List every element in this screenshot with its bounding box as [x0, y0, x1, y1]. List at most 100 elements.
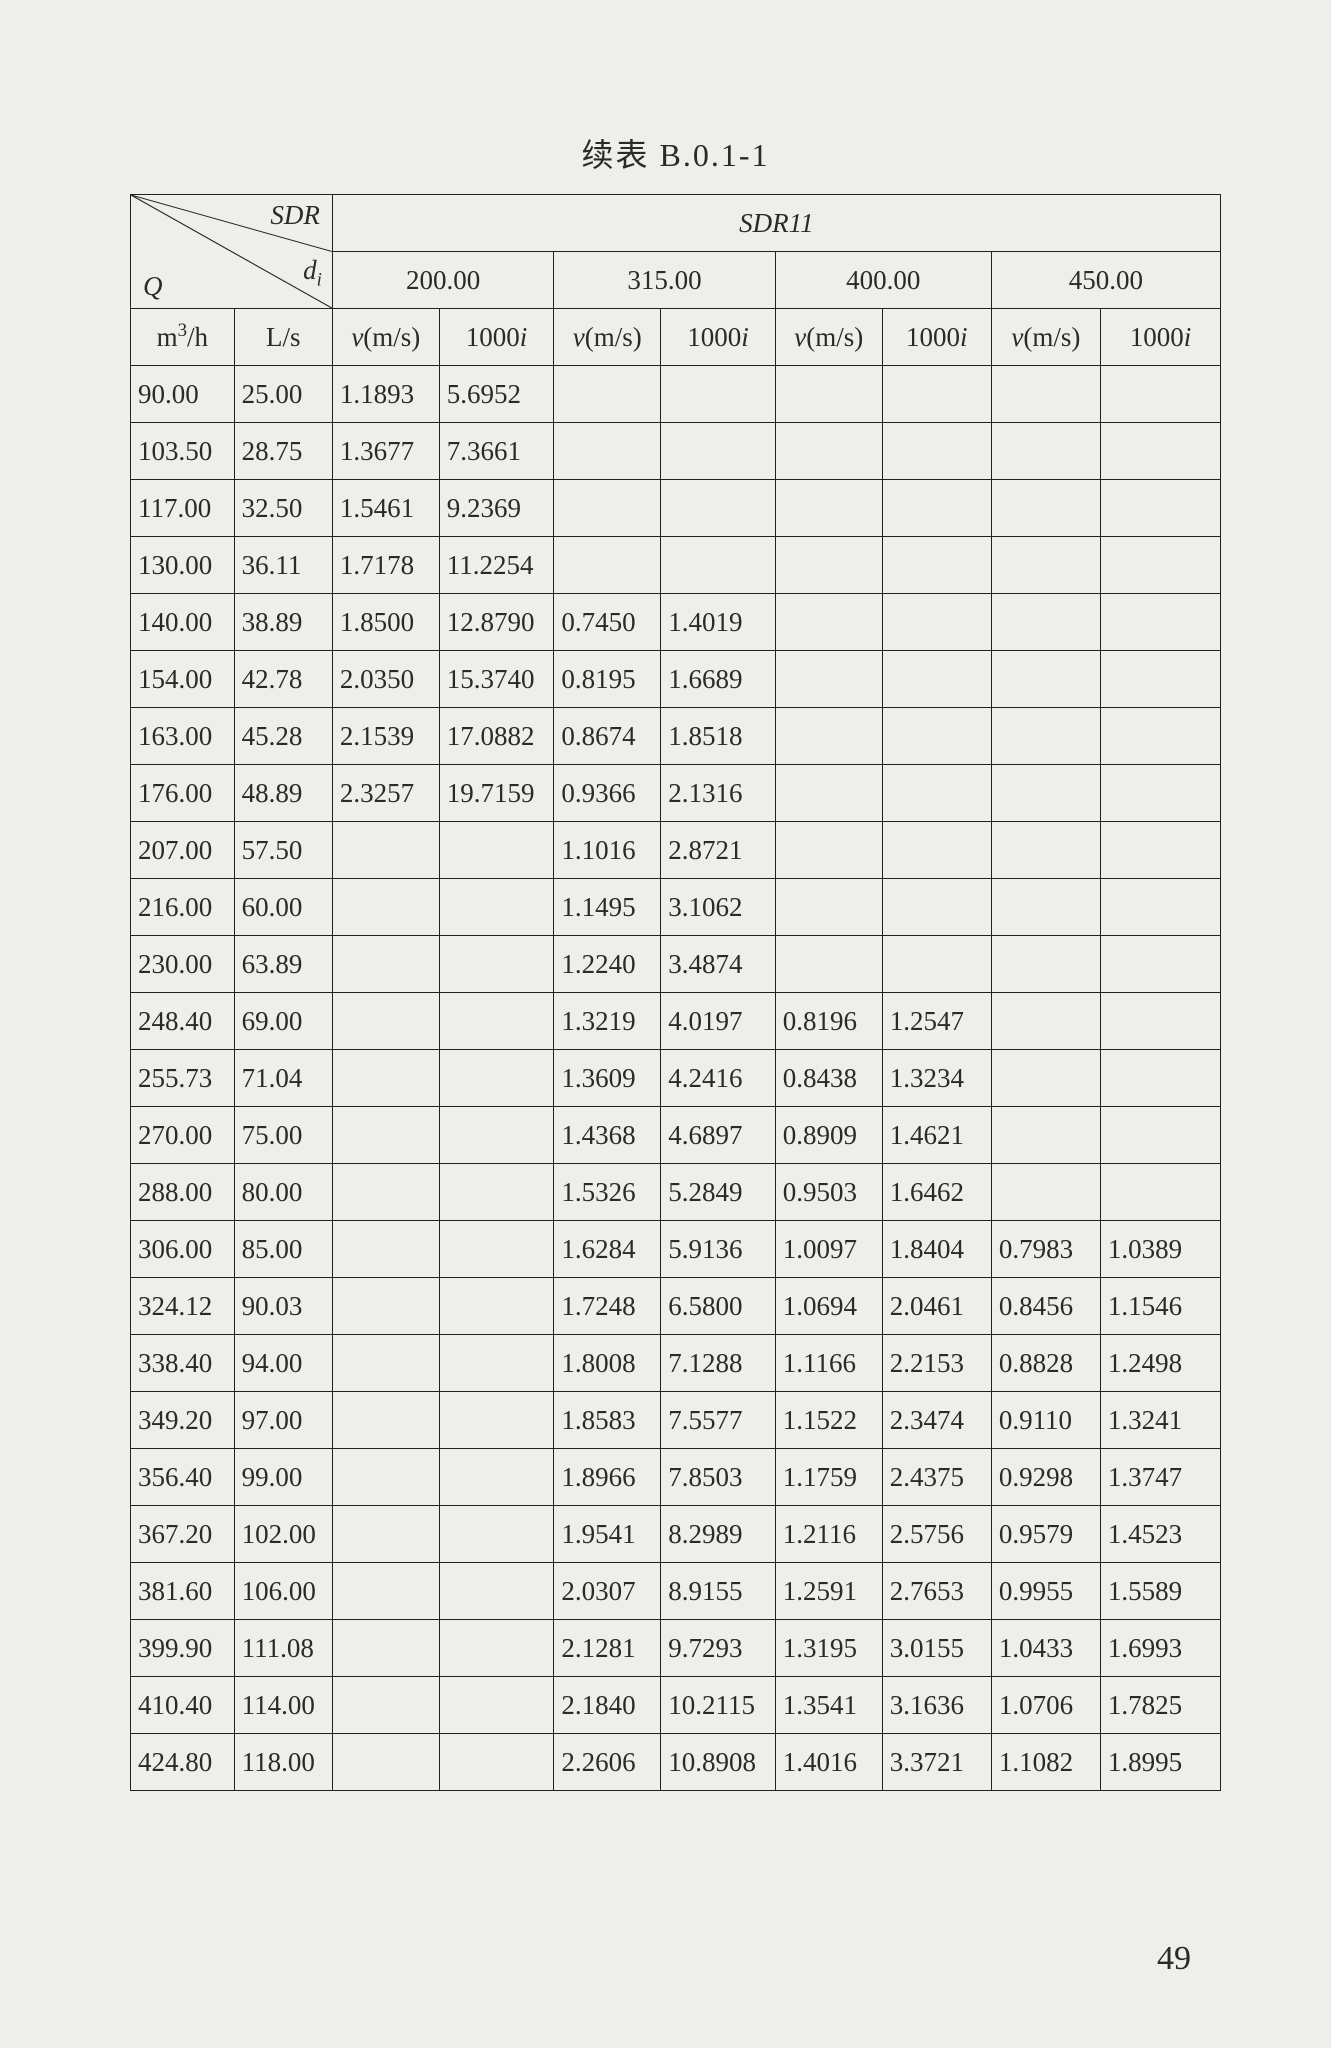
table-cell: 2.1539 — [332, 708, 439, 765]
table-cell: 1.7825 — [1100, 1677, 1220, 1734]
table-cell — [439, 1335, 554, 1392]
table-row: 306.0085.001.62845.91361.00971.84040.798… — [131, 1221, 1221, 1278]
table-cell: 1.0389 — [1100, 1221, 1220, 1278]
table-cell: 17.0882 — [439, 708, 554, 765]
col-v-400: v(m/s) — [775, 309, 882, 366]
table-cell: 1.9541 — [554, 1506, 661, 1563]
table-row: 154.0042.782.035015.37400.81951.6689 — [131, 651, 1221, 708]
table-cell: 1.6689 — [661, 651, 776, 708]
table-row: 349.2097.001.85837.55771.15222.34740.911… — [131, 1392, 1221, 1449]
table-cell — [332, 1677, 439, 1734]
table-cell: 111.08 — [234, 1620, 332, 1677]
col-i-200: 1000i — [439, 309, 554, 366]
table-cell — [1100, 537, 1220, 594]
table-cell: 45.28 — [234, 708, 332, 765]
table-cell: 0.7983 — [991, 1221, 1100, 1278]
table-cell: 1.8995 — [1100, 1734, 1220, 1791]
table-cell: 10.8908 — [661, 1734, 776, 1791]
table-cell — [775, 594, 882, 651]
table-cell: 1.8518 — [661, 708, 776, 765]
table-cell — [439, 1392, 554, 1449]
table-cell — [332, 1734, 439, 1791]
table-cell — [332, 879, 439, 936]
table-cell: 1.2591 — [775, 1563, 882, 1620]
table-cell — [991, 708, 1100, 765]
table-cell: 0.8828 — [991, 1335, 1100, 1392]
table-cell — [661, 366, 776, 423]
table-cell: 48.89 — [234, 765, 332, 822]
table-cell: 94.00 — [234, 1335, 332, 1392]
hydraulic-table: SDR di Q SDR11 200.00 315.00 400.00 450.… — [130, 194, 1221, 1791]
dia-200: 200.00 — [332, 252, 553, 309]
table-cell: 57.50 — [234, 822, 332, 879]
table-cell: 1.8500 — [332, 594, 439, 651]
table-row: 367.20102.001.95418.29891.21162.57560.95… — [131, 1506, 1221, 1563]
table-cell: 0.9110 — [991, 1392, 1100, 1449]
table-cell — [991, 936, 1100, 993]
table-cell — [1100, 822, 1220, 879]
table-cell: 381.60 — [131, 1563, 235, 1620]
table-cell — [991, 423, 1100, 480]
table-cell — [1100, 993, 1220, 1050]
table-cell — [991, 879, 1100, 936]
table-cell — [439, 1050, 554, 1107]
table-cell: 1.0706 — [991, 1677, 1100, 1734]
table-cell: 2.2606 — [554, 1734, 661, 1791]
table-cell — [554, 423, 661, 480]
table-cell — [775, 480, 882, 537]
table-cell — [882, 708, 991, 765]
table-cell — [439, 1563, 554, 1620]
table-cell: 90.03 — [234, 1278, 332, 1335]
table-cell: 25.00 — [234, 366, 332, 423]
table-cell: 0.8909 — [775, 1107, 882, 1164]
table-cell: 2.0461 — [882, 1278, 991, 1335]
table-cell: 0.8438 — [775, 1050, 882, 1107]
table-cell — [332, 1392, 439, 1449]
table-cell: 1.7248 — [554, 1278, 661, 1335]
table-cell: 1.1082 — [991, 1734, 1100, 1791]
table-cell: 0.9366 — [554, 765, 661, 822]
table-cell — [439, 936, 554, 993]
table-cell: 1.2116 — [775, 1506, 882, 1563]
table-row: 230.0063.891.22403.4874 — [131, 936, 1221, 993]
table-cell — [554, 366, 661, 423]
table-cell: 356.40 — [131, 1449, 235, 1506]
table-cell — [882, 936, 991, 993]
table-cell — [439, 1164, 554, 1221]
table-cell: 1.4016 — [775, 1734, 882, 1791]
table-cell: 1.4523 — [1100, 1506, 1220, 1563]
table-cell: 1.1893 — [332, 366, 439, 423]
table-cell — [882, 480, 991, 537]
table-cell: 3.1062 — [661, 879, 776, 936]
table-cell: 1.2547 — [882, 993, 991, 1050]
table-cell: 288.00 — [131, 1164, 235, 1221]
table-cell: 7.8503 — [661, 1449, 776, 1506]
table-cell — [882, 822, 991, 879]
table-row: 381.60106.002.03078.91551.25912.76530.99… — [131, 1563, 1221, 1620]
table-cell: 1.3241 — [1100, 1392, 1220, 1449]
table-cell — [882, 537, 991, 594]
table-cell: 349.20 — [131, 1392, 235, 1449]
table-cell: 0.9298 — [991, 1449, 1100, 1506]
table-cell: 118.00 — [234, 1734, 332, 1791]
table-cell: 1.3234 — [882, 1050, 991, 1107]
table-row: 356.4099.001.89667.85031.17592.43750.929… — [131, 1449, 1221, 1506]
col-i-400: 1000i — [882, 309, 991, 366]
table-cell: 69.00 — [234, 993, 332, 1050]
table-cell — [991, 765, 1100, 822]
table-cell — [882, 594, 991, 651]
table-cell: 15.3740 — [439, 651, 554, 708]
table-cell: 3.4874 — [661, 936, 776, 993]
table-body: 90.0025.001.18935.6952103.5028.751.36777… — [131, 366, 1221, 1791]
table-row: 424.80118.002.260610.89081.40163.37211.1… — [131, 1734, 1221, 1791]
table-cell — [439, 1107, 554, 1164]
table-cell: 3.1636 — [882, 1677, 991, 1734]
table-cell: 2.1840 — [554, 1677, 661, 1734]
table-cell — [332, 822, 439, 879]
table-cell — [554, 537, 661, 594]
table-cell — [332, 1335, 439, 1392]
table-cell: 71.04 — [234, 1050, 332, 1107]
table-cell: 1.8404 — [882, 1221, 991, 1278]
table-cell — [661, 537, 776, 594]
table-row: 248.4069.001.32194.01970.81961.2547 — [131, 993, 1221, 1050]
